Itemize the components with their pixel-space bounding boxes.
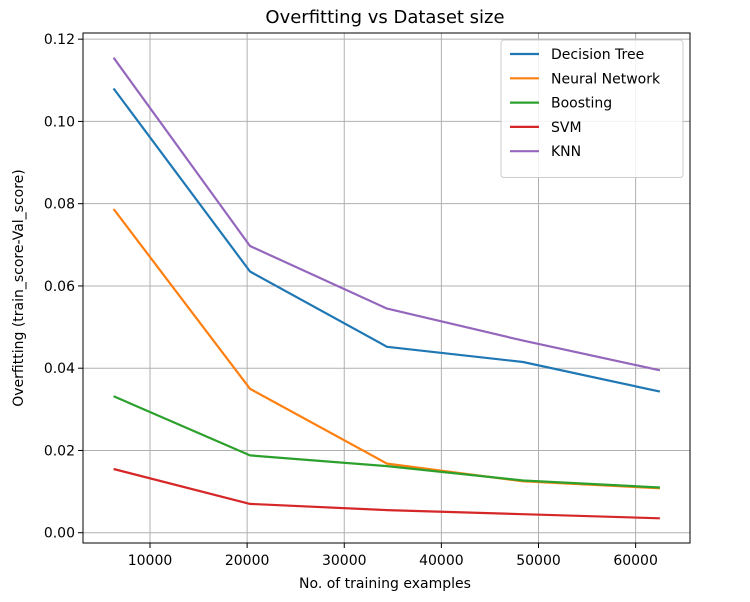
x-tick-label: 60000 [613, 553, 658, 569]
y-tick-label: 0.04 [44, 361, 75, 377]
legend-label: Neural Network [551, 71, 661, 87]
legend: Decision Tree Neural Network Boosting SVM KN… [500, 39, 684, 178]
y-tick-label: 0.10 [44, 114, 75, 130]
series-line-boosting [113, 395, 660, 489]
y-tick-label: 0.06 [44, 279, 75, 295]
x-tick-label: 20000 [225, 553, 270, 569]
y-tick-label: 0.02 [44, 443, 75, 459]
x-tick-label: 50000 [516, 553, 561, 569]
y-tick-label: 0.12 [44, 32, 75, 48]
plot-area-frame [82, 32, 691, 544]
y-tick-label: 0.08 [44, 197, 75, 213]
legend-label: SVM [551, 120, 582, 136]
y-axis-ticks: 0.00 0.02 0.04 0.06 0.08 0.10 0.12 [44, 32, 83, 542]
x-axis-label: No. of training examples [299, 576, 471, 592]
y-tick-label: 0.00 [44, 526, 75, 542]
legend-label: KNN [551, 144, 581, 160]
legend-box [500, 39, 684, 178]
series-line-svm [113, 467, 660, 520]
x-tick-label: 30000 [322, 553, 367, 569]
legend-label: Decision Tree [551, 47, 644, 63]
series-line-neural-network [112, 208, 660, 490]
series-line-knn [112, 57, 661, 372]
x-tick-label: 10000 [128, 553, 173, 569]
x-tick-label: 40000 [419, 553, 464, 569]
chart-title: Overfitting vs Dataset size [265, 7, 504, 28]
series-lines [112, 57, 661, 520]
legend-label: Boosting [551, 96, 612, 112]
x-axis-ticks: 10000 20000 30000 40000 50000 60000 [128, 543, 658, 569]
series-line-decision-tree [112, 87, 661, 393]
y-axis-label: Overfitting (train_score-Val_score) [11, 169, 27, 407]
